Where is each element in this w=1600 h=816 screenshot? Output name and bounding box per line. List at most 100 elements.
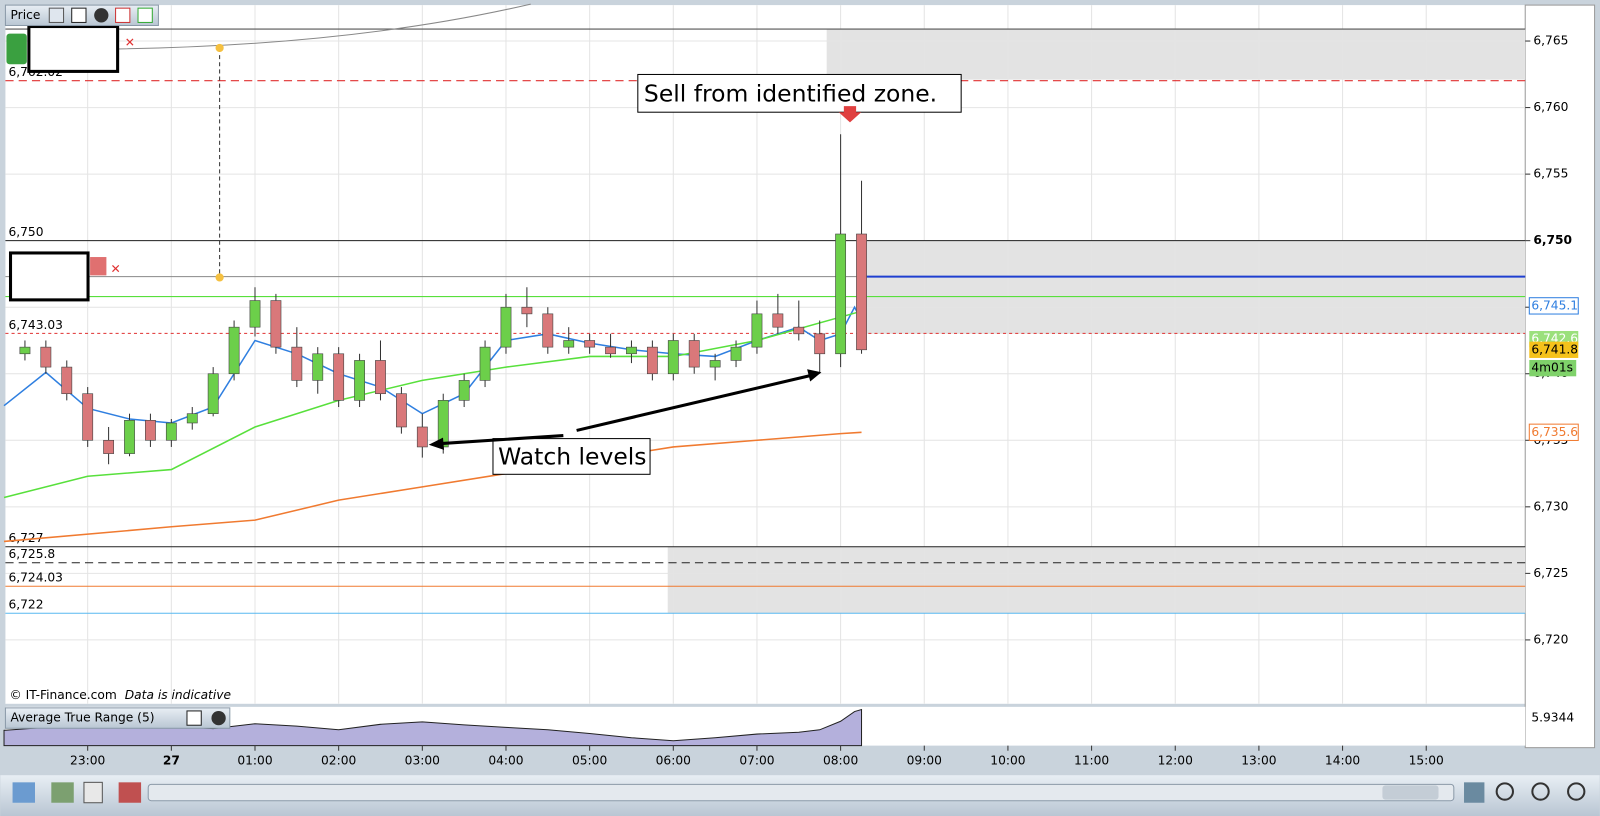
zoom-in[interactable] [1567, 782, 1586, 801]
annotation: Sell from identified zone. [644, 79, 937, 107]
scrollbar[interactable] [147, 783, 1455, 802]
level-label: 6,722 [8, 598, 43, 612]
annotation-box [637, 73, 962, 113]
toolbar-button[interactable] [83, 781, 103, 804]
x-tick-label: 04:00 [488, 753, 523, 767]
y-tick-label: 6,765 [1533, 34, 1568, 48]
arrowhead [807, 369, 822, 382]
annotation-arrow [576, 373, 812, 432]
countdown-box [1529, 359, 1577, 377]
candle-body [61, 366, 73, 395]
scroll-thumb[interactable] [1382, 785, 1439, 800]
candle-body [542, 313, 554, 348]
candle-body [751, 313, 763, 348]
price-tag-label: 6,735.6 [1531, 425, 1578, 439]
countdown: 4m01s [1531, 361, 1573, 375]
price-tag [1529, 341, 1579, 358]
candle-body [626, 346, 637, 355]
price-axis-panel [1524, 4, 1596, 749]
candle-body [500, 306, 512, 348]
price-tag [1528, 423, 1579, 441]
x-tick-label: 14:00 [1325, 753, 1360, 767]
atr-value-label: 5.9344 [1531, 711, 1574, 725]
zoom-out[interactable] [1531, 782, 1550, 801]
level-label: 6,725.8 [8, 547, 55, 561]
back-layer: 6,762.026,7506,743.036,7276,725.86,724.0… [3, 5, 1526, 747]
arrowhead [428, 437, 445, 450]
candle-body [667, 340, 679, 375]
candle-body [103, 439, 115, 454]
toolbar-button[interactable] [51, 782, 74, 803]
candle-body [312, 353, 324, 381]
x-tick-label: 11:00 [1074, 753, 1109, 767]
candle-body [605, 346, 616, 355]
x-tick-label: 10:00 [990, 753, 1025, 767]
move-up-icon[interactable] [137, 7, 153, 23]
candle-body [82, 393, 94, 441]
zone [826, 29, 1526, 80]
candle-body [375, 360, 386, 395]
x-tick-label: 13:00 [1241, 753, 1276, 767]
y-tick-label: 6,750 [1533, 233, 1572, 247]
settings-icon[interactable] [48, 7, 65, 23]
price-tag-label: 6,745.1 [1531, 298, 1578, 312]
candle-body [228, 326, 240, 375]
annotation: Watch levels [498, 442, 646, 470]
candle-body [270, 300, 282, 348]
candle-body [772, 313, 784, 328]
y-tick-label: 6,720 [1533, 632, 1568, 646]
drawing-curve [117, 3, 531, 50]
candle-body [40, 346, 52, 368]
window-icon[interactable] [71, 7, 87, 23]
price-tag-label: 6,741.8 [1531, 342, 1578, 356]
close-button[interactable] [94, 8, 109, 23]
candle-body [835, 233, 847, 355]
close-icon[interactable]: ✕ [110, 262, 120, 276]
zoom-fit[interactable] [1495, 782, 1515, 801]
redaction-box [27, 24, 120, 73]
x-tick-label: 23:00 [70, 753, 105, 767]
move-down-icon[interactable] [115, 7, 131, 23]
order-badge [90, 257, 107, 276]
candle-body [521, 306, 533, 315]
window-icon[interactable] [186, 710, 202, 726]
x-tick-label: 02:00 [321, 753, 356, 767]
panel-title: Price [11, 8, 41, 22]
toolbar-button[interactable] [12, 782, 35, 803]
toolbar-button[interactable] [1464, 782, 1485, 803]
annotation-arrow [438, 434, 564, 446]
candle-body [207, 373, 219, 414]
x-tick-label: 01:00 [237, 753, 272, 767]
y-tick-label: 6,725 [1533, 566, 1568, 580]
candle-body [793, 326, 805, 335]
candle-body [145, 420, 156, 441]
redaction-box [8, 251, 90, 302]
candle-body [165, 422, 177, 441]
candle-body [416, 426, 428, 448]
annotation-box [492, 438, 651, 475]
drawing-handle [215, 273, 224, 282]
candle-body [249, 300, 261, 328]
disclaimer: Data is indicative [125, 688, 231, 702]
indicator-header [4, 707, 231, 729]
candle-body [395, 393, 407, 428]
candle-body [333, 353, 345, 401]
x-tick-label: 07:00 [739, 753, 774, 767]
x-tick-label: 08:00 [823, 753, 858, 767]
candle-body [354, 360, 365, 401]
candle-body [19, 346, 31, 355]
close-button[interactable] [211, 710, 226, 726]
indicator-title: Average True Range (5) [11, 711, 155, 725]
level-label: 6,724.03 [8, 571, 62, 585]
toolbar-button[interactable] [118, 782, 142, 803]
candle-body [646, 346, 658, 375]
close-icon[interactable]: ✕ [125, 35, 135, 49]
front-layer: 6,7206,7256,7306,7356,7406,7456,7506,755… [70, 34, 1579, 767]
price-tag [1528, 297, 1579, 315]
zone [861, 240, 1526, 334]
level-label: 6,743.03 [8, 318, 62, 332]
x-tick-label: 05:00 [572, 753, 607, 767]
x-tick-label: 06:00 [656, 753, 691, 767]
candle-body [584, 340, 596, 348]
